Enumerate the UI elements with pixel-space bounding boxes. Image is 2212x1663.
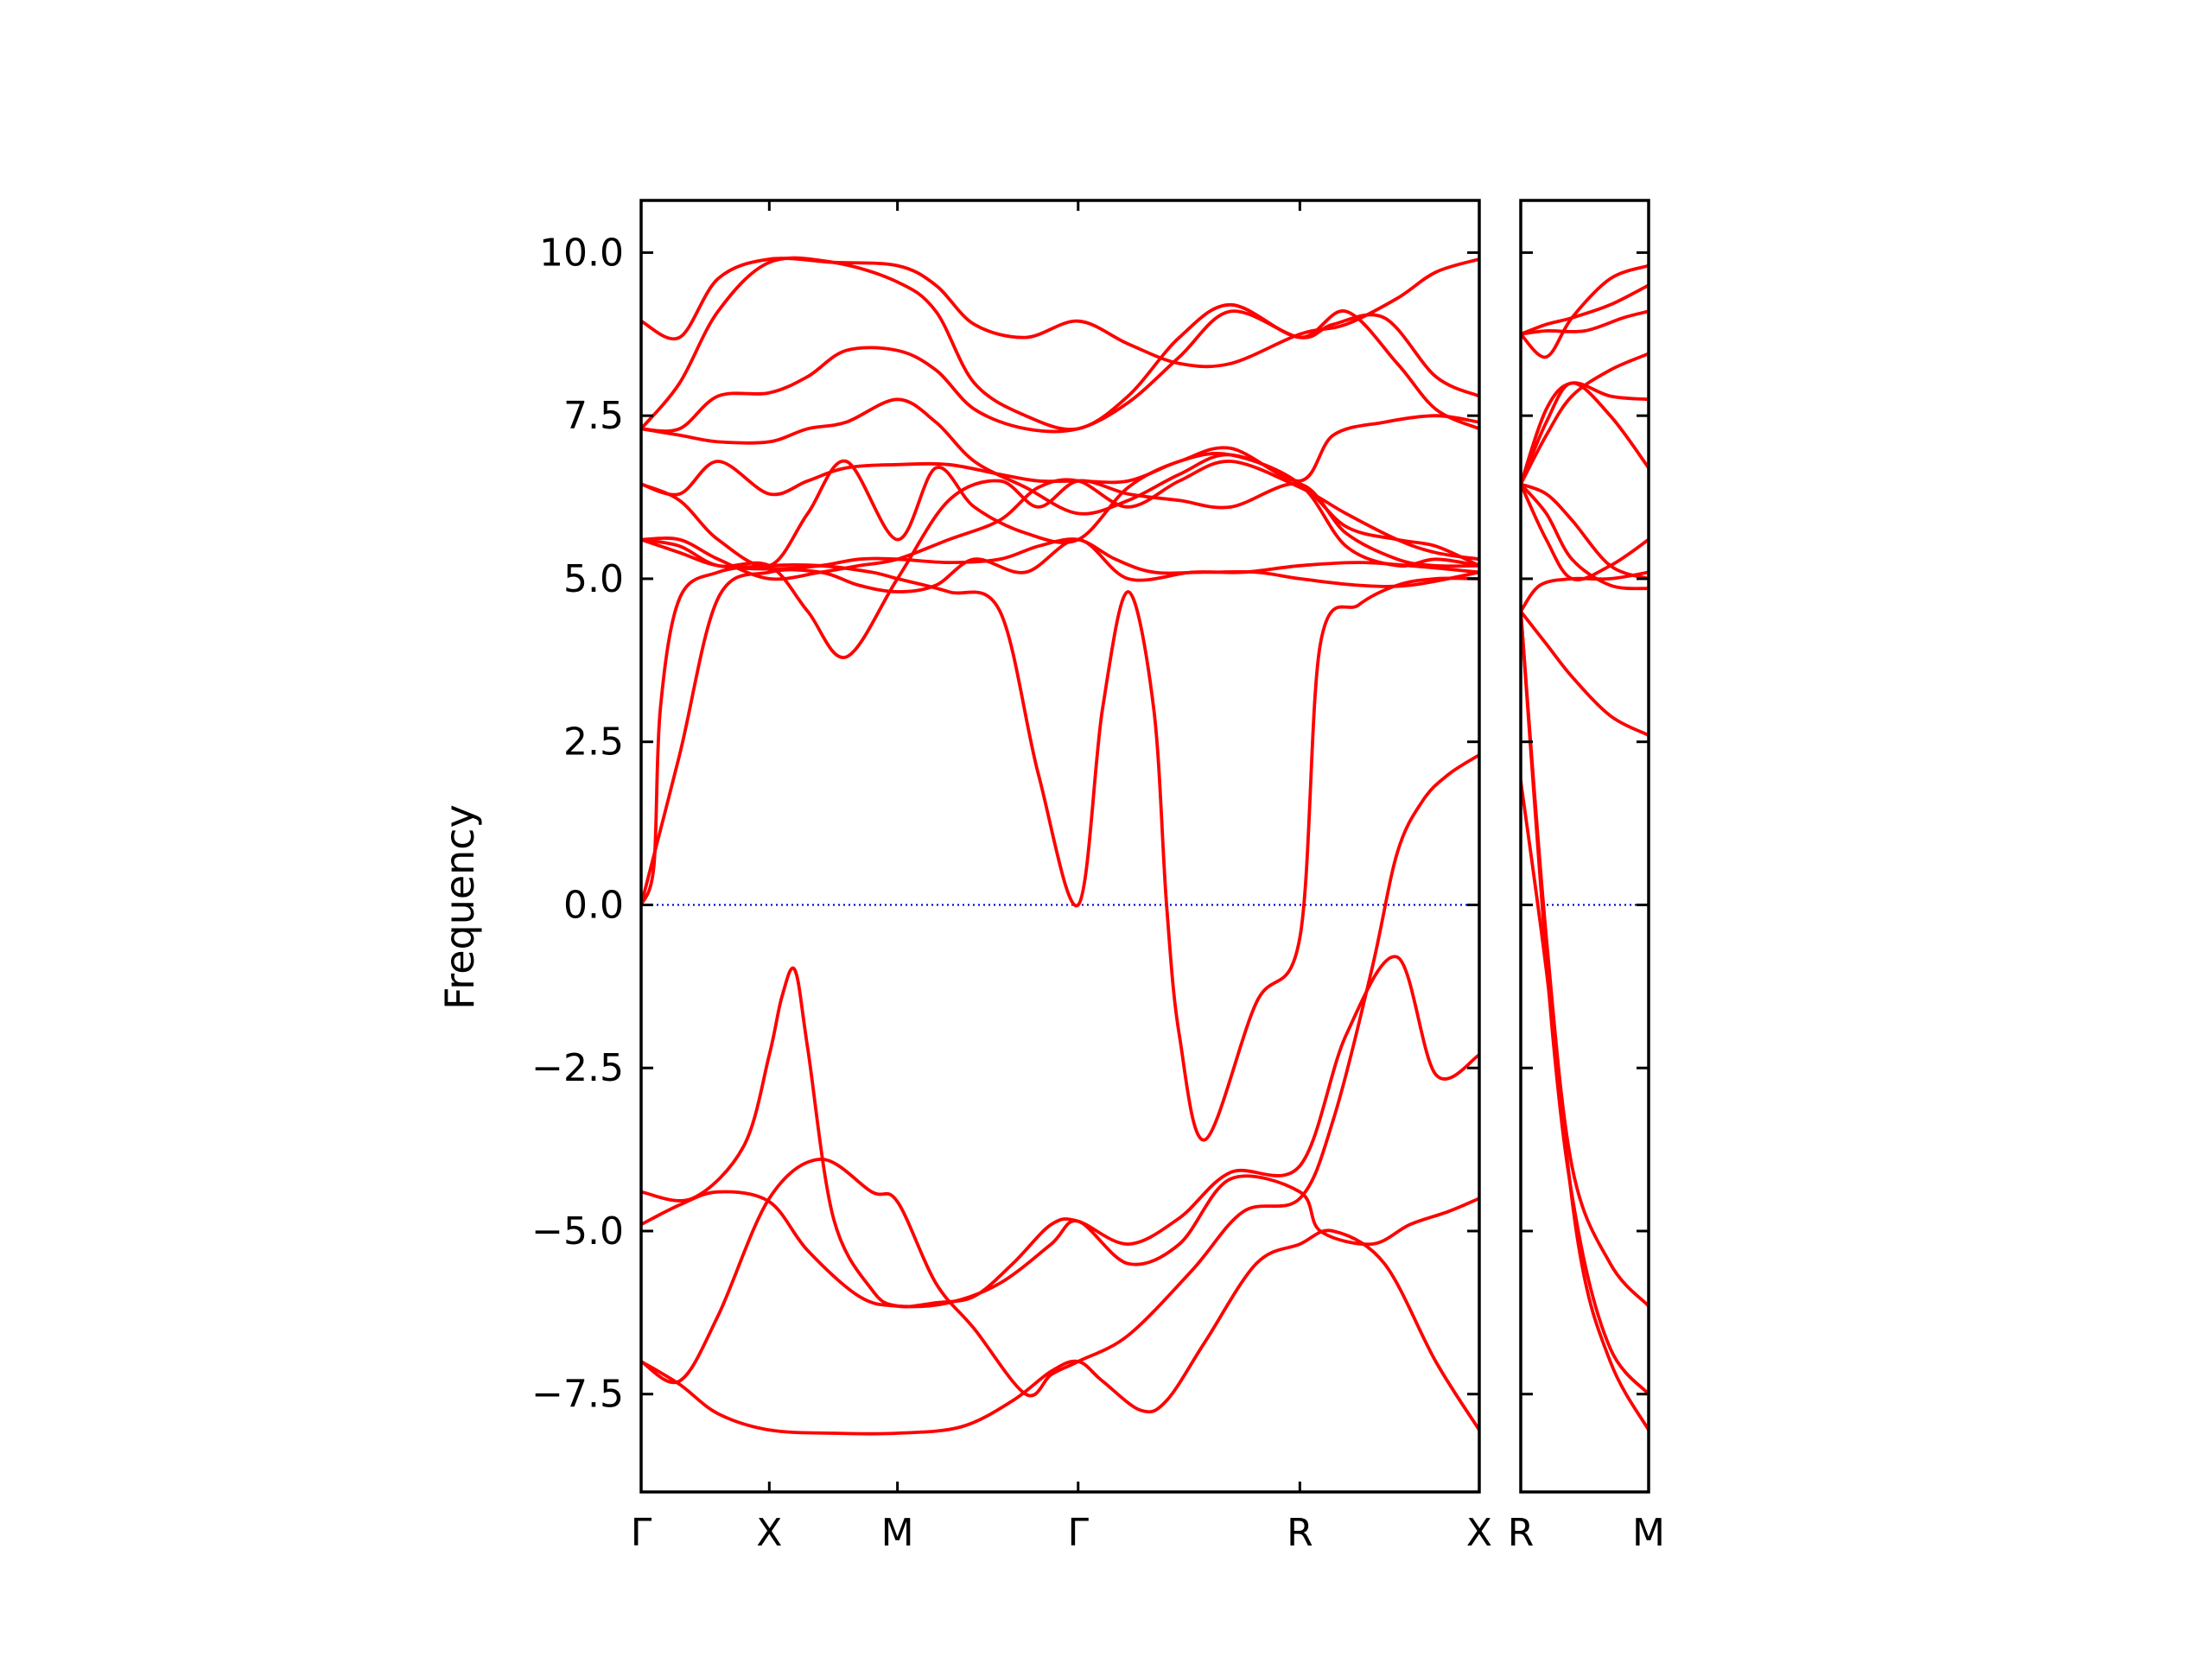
x-tick-label: M <box>1632 1511 1665 1555</box>
band-line <box>641 955 1479 1309</box>
band-line <box>641 752 1479 1398</box>
band-line <box>1521 609 1649 1308</box>
band-group <box>1521 263 1649 1432</box>
y-tick-label: 5.0 <box>563 557 624 601</box>
x-tick-label: Γ <box>1068 1511 1090 1555</box>
y-tick-label: 10.0 <box>539 231 624 275</box>
band-line <box>1521 263 1649 359</box>
y-tick-label: −5.0 <box>531 1209 624 1254</box>
y-tick-label: −7.5 <box>531 1373 624 1417</box>
band-line <box>641 537 1479 588</box>
band-line <box>1521 309 1649 336</box>
band-line <box>641 563 1479 1142</box>
band-line <box>1521 779 1649 1432</box>
band-line <box>641 309 1479 434</box>
y-axis: −7.5 −5.0 −2.5 0.0 2.5 5.0 7.5 10.0 <box>531 231 624 1416</box>
band-line <box>641 256 1479 431</box>
band-line <box>641 414 1479 497</box>
y-axis-title: Frequency <box>436 804 483 1010</box>
x-tick-label: X <box>1466 1511 1492 1555</box>
band-line <box>641 537 1479 907</box>
band-line <box>1521 482 1649 581</box>
x-tick-label: X <box>756 1511 782 1555</box>
y-tick-label: 2.5 <box>563 720 624 765</box>
y-tick-label: 0.0 <box>563 883 624 927</box>
band-group <box>641 256 1479 1436</box>
band-line <box>1521 381 1649 486</box>
band-line <box>641 397 1479 568</box>
band-line <box>1521 352 1649 486</box>
plot-frame <box>1519 199 1650 1494</box>
band-line <box>1521 482 1649 581</box>
x-tick-label: M <box>881 1511 914 1555</box>
plot-frame <box>639 199 1481 1494</box>
band-line <box>641 452 1479 568</box>
band-line <box>641 257 1479 369</box>
band-line <box>641 460 1479 581</box>
band-line <box>1521 283 1649 336</box>
band-line <box>641 479 1479 659</box>
band-line <box>641 1174 1479 1309</box>
x-tick-label: R <box>1287 1511 1313 1555</box>
band-line <box>641 1228 1479 1436</box>
band-line <box>1521 482 1649 591</box>
band-line <box>1521 570 1649 613</box>
y-tick-label: −2.5 <box>531 1046 624 1090</box>
x-tick-label: R <box>1508 1511 1535 1555</box>
x-tick-label: Γ <box>631 1511 652 1555</box>
y-tick-label: 7.5 <box>563 394 624 438</box>
band-line <box>1521 609 1649 737</box>
